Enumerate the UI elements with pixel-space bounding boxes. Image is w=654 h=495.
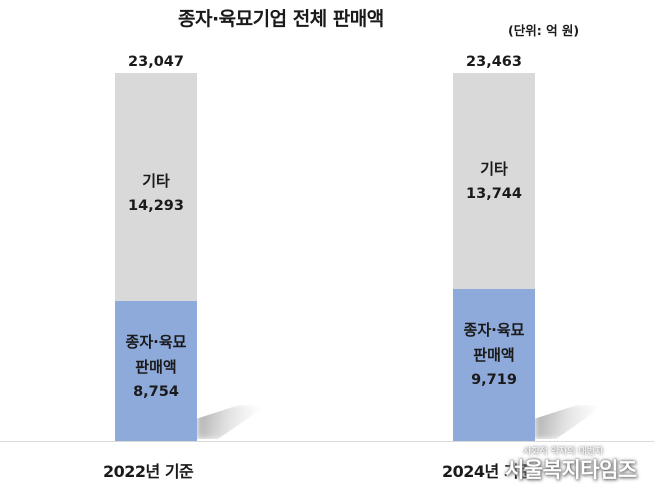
segment-label-other-2024: 기타 13,744 bbox=[453, 157, 535, 207]
segment-value: 9,719 bbox=[471, 372, 517, 388]
segment-name-line1: 종자·육묘 bbox=[125, 333, 187, 351]
segment-value: 13,744 bbox=[466, 186, 522, 202]
chart-title: 종자·육묘기업 전체 판매액 bbox=[178, 8, 384, 30]
unit-label: (단위: 억 원) bbox=[508, 23, 580, 38]
x-label-2022: 2022년 기준 bbox=[103, 462, 194, 481]
x-axis-baseline bbox=[0, 441, 654, 442]
segment-other-2024: 기타 13,744 bbox=[453, 73, 535, 289]
segment-name-line1: 종자·육묘 bbox=[463, 321, 525, 339]
total-label-2022: 23,047 bbox=[128, 54, 184, 70]
segment-other-2022: 기타 14,293 bbox=[115, 73, 197, 301]
x-label-2024: 2024년 기준 bbox=[442, 462, 533, 481]
watermark-subtitle: 사회적 약자의 대변자 bbox=[523, 447, 604, 457]
segment-name-line2: 판매액 bbox=[135, 358, 177, 376]
bar-2024: 기타 13,744 종자·육묘 판매액 9,719 bbox=[453, 73, 535, 441]
segment-value: 14,293 bbox=[128, 198, 184, 214]
segment-seed-2024: 종자·육묘 판매액 9,719 bbox=[453, 289, 535, 441]
segment-name: 기타 bbox=[480, 160, 508, 178]
segment-value: 8,754 bbox=[133, 384, 179, 400]
segment-seed-2022: 종자·육묘 판매액 8,754 bbox=[115, 301, 197, 441]
bar-2022: 기타 14,293 종자·육묘 판매액 8,754 bbox=[115, 73, 197, 441]
shadow-2024 bbox=[535, 405, 605, 439]
segment-name: 기타 bbox=[142, 172, 170, 190]
watermark-logo: 서울복지타임즈 bbox=[505, 458, 637, 482]
total-label-2024: 23,463 bbox=[466, 54, 522, 70]
segment-label-seed-2024: 종자·육묘 판매액 9,719 bbox=[453, 318, 535, 393]
shadow-2022 bbox=[197, 405, 267, 439]
segment-label-seed-2022: 종자·육묘 판매액 8,754 bbox=[115, 330, 197, 405]
segment-label-other-2022: 기타 14,293 bbox=[115, 169, 197, 219]
segment-name-line2: 판매액 bbox=[473, 346, 515, 364]
